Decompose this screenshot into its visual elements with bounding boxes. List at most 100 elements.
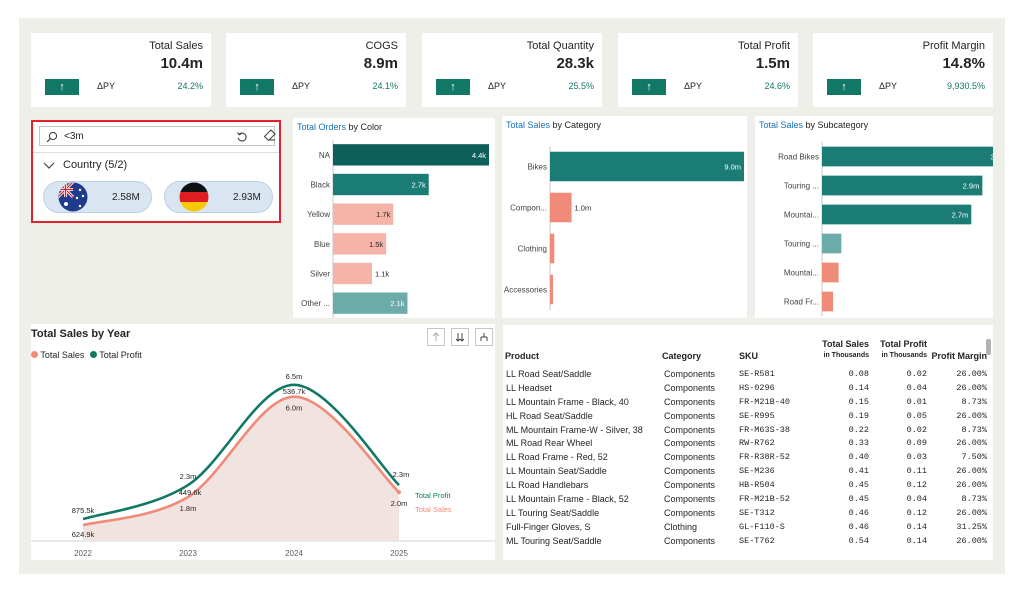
table-row[interactable]: LL Road Frame - Red, 52 Components FR-R38R…	[505, 450, 987, 464]
cell-sku: SE-T762	[739, 535, 775, 546]
cell-product: HL Road Seat/Saddle	[506, 410, 593, 421]
bar	[822, 146, 993, 167]
kpi-delta: 25.5%	[568, 81, 594, 91]
bar	[822, 233, 842, 254]
cell-sales: 0.19	[848, 410, 869, 421]
cell-sku: SE-T312	[739, 507, 775, 518]
kpi-trend-button[interactable]: ↑	[827, 79, 861, 95]
cell-sales: 0.41	[848, 466, 869, 477]
cell-profit: 0.05	[906, 410, 927, 421]
table-row[interactable]: LL Mountain Frame - Black, 52 Components F…	[505, 492, 987, 506]
cell-category: Components	[664, 452, 716, 463]
year-line-chart: 2022 2023 2024 2025 875.5k 624.9k 2.3m 449.6k 1.…	[31, 372, 495, 558]
cell-profit: 0.11	[906, 466, 927, 477]
cell-sales: 0.22	[848, 424, 869, 435]
data-label: 2.0m	[391, 499, 408, 508]
expand-hierarchy-button[interactable]	[475, 328, 493, 346]
bar	[822, 204, 972, 225]
cell-margin: 26.00%	[956, 410, 987, 421]
drill-down-button[interactable]	[451, 328, 469, 346]
slicer-item-value: 2.58M	[112, 192, 140, 203]
kpi-delta: 9,930.5%	[946, 81, 985, 91]
germany-flag-icon	[179, 182, 209, 212]
cell-category: Components	[664, 466, 716, 477]
kpi-trend-button[interactable]: ↑	[436, 79, 470, 95]
category-label: Blue	[314, 240, 331, 249]
cell-product: LL Road Handlebars	[506, 480, 589, 491]
col-header-category[interactable]: Category	[662, 339, 737, 367]
table-row[interactable]: ML Touring Seat/Saddle Components SE-T762 0…	[505, 534, 987, 548]
data-label: 9.0m	[724, 163, 741, 172]
australia-flag-icon	[58, 182, 88, 212]
cell-category: Components	[664, 382, 716, 393]
legend-dot-profit	[89, 351, 97, 358]
kpi-dpy-label: ΔPY	[292, 81, 311, 91]
bar	[333, 262, 372, 285]
kpi-trend-button[interactable]: ↑	[632, 79, 666, 95]
table-row[interactable]: Full-Finger Gloves, S Clothing GL-F110-S 0.…	[505, 520, 987, 534]
slicer-item-australia[interactable]: 2.58M	[43, 181, 152, 213]
table-row[interactable]: HL Road Seat/Saddle Components SE-R995 0.19…	[505, 409, 987, 423]
col-header-profit[interactable]: Total Profit in Thousands	[869, 339, 927, 367]
kpi-trend-button[interactable]: ↑	[240, 79, 274, 95]
kpi-value: 8.9m	[363, 55, 398, 72]
kpi-title: Profit Margin	[922, 40, 985, 52]
cell-sales: 0.54	[848, 535, 869, 546]
eraser-icon[interactable]	[263, 128, 277, 142]
cell-margin: 26.00%	[956, 368, 987, 379]
chart-title-highlight: Total Orders	[297, 122, 347, 132]
x-tick-label: 2023	[179, 549, 197, 558]
data-label: 2.9m	[963, 182, 980, 191]
sales-area	[83, 396, 399, 540]
reset-icon[interactable]	[236, 131, 248, 143]
col-header-product[interactable]: Product	[505, 339, 662, 367]
col-header-sku[interactable]: SKU	[737, 339, 811, 367]
col-header-sublabel: in Thousands	[823, 352, 870, 359]
chart-title: Total Sales by Category	[506, 120, 601, 130]
cell-profit: 0.09	[906, 438, 927, 449]
kpi-dpy-label: ΔPY	[97, 81, 116, 91]
category-label: Mountai...	[784, 211, 819, 220]
cell-profit: 0.01	[906, 396, 927, 407]
table-row[interactable]: LL Mountain Seat/Saddle Components SE-M236…	[505, 464, 987, 478]
kpi-value: 28.3k	[556, 55, 594, 72]
category-label: Touring ...	[784, 240, 819, 249]
cell-sku: RW-R762	[739, 438, 775, 449]
series-end-label-profit: Total Profit	[415, 491, 451, 500]
cell-product: LL Road Frame - Red, 52	[506, 452, 608, 463]
data-label: 1.5k	[369, 240, 383, 249]
category-label: Mountai...	[784, 269, 819, 278]
arrow-up-icon: ↑	[646, 81, 652, 93]
slicer-group-label[interactable]: Country (5/2)	[63, 159, 128, 171]
table-row[interactable]: LL Road Handlebars Components HB-R504 0.45 0…	[505, 478, 987, 492]
arrow-up-icon: ↑	[59, 81, 65, 93]
cell-margin: 26.00%	[956, 466, 987, 477]
drill-up-button[interactable]	[427, 328, 445, 346]
cell-sku: SE-R995	[739, 410, 775, 421]
col-header-label: Total Profit	[880, 339, 927, 349]
arrow-up-icon: ↑	[254, 81, 260, 93]
kpi-trend-button[interactable]: ↑	[45, 79, 79, 95]
table-scrollbar[interactable]	[986, 339, 991, 355]
cell-sales: 0.46	[848, 507, 869, 518]
slicer-search-box[interactable]: <3m	[39, 126, 275, 146]
bar	[333, 292, 408, 314]
data-label: 875.5k	[72, 506, 95, 515]
sales-by-subcategory-chart: Total Sales by Subcategory Road Bikes 3.4…	[755, 116, 993, 318]
table-row[interactable]: LL Touring Seat/Saddle Components SE-T312 0…	[505, 506, 987, 520]
col-header-margin[interactable]: Profit Margin	[927, 339, 988, 367]
table-row[interactable]: LL Headset Components HS-0296 0.14 0.04 26.00…	[505, 381, 987, 395]
cell-profit: 0.02	[906, 368, 927, 379]
table-row[interactable]: ML Mountain Frame-W - Silver, 38 Componen…	[505, 423, 987, 437]
table-row[interactable]: LL Road Seat/Saddle Components SE-R581 0.08…	[505, 367, 987, 381]
slicer-search-input[interactable]: <3m	[64, 131, 84, 142]
slicer-item-germany[interactable]: 2.93M	[164, 181, 273, 213]
kpi-dpy-label: ΔPY	[879, 81, 898, 91]
bar	[333, 203, 394, 225]
table-row[interactable]: LL Mountain Frame - Black, 40 Components F…	[505, 395, 987, 409]
bar	[550, 233, 555, 264]
chart-title: Total Orders by Color	[297, 122, 382, 132]
table-row[interactable]: ML Road Rear Wheel Components RW-R762 0.33 0…	[505, 436, 987, 450]
chevron-down-icon[interactable]	[43, 162, 55, 170]
col-header-sales[interactable]: Total Sales in Thousands	[811, 339, 869, 367]
